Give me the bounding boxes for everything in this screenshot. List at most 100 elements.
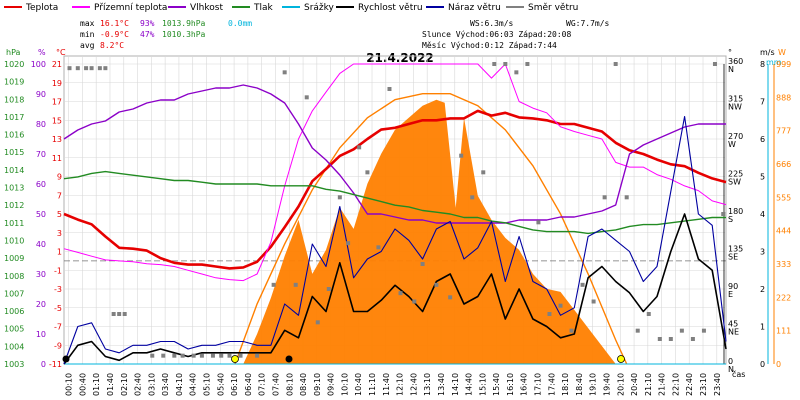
tick-label-temp: 17 bbox=[52, 98, 62, 107]
tick-label-ms: 3 bbox=[760, 248, 765, 257]
x-tick-label: 09:40 bbox=[327, 373, 336, 396]
wind-direction-point bbox=[304, 95, 309, 100]
tick-label-dir-letter: SE bbox=[728, 253, 738, 262]
stats-sun: Slunce Východ:06:03 Západ:20:08 bbox=[422, 30, 571, 39]
x-tick-label: 03:10 bbox=[147, 373, 156, 396]
wind-direction-point bbox=[161, 353, 166, 358]
wind-direction-point bbox=[412, 299, 417, 304]
wind-direction-point bbox=[67, 66, 72, 71]
tick-label-temp: 11 bbox=[52, 154, 62, 163]
x-tick-label: 15:40 bbox=[492, 373, 501, 396]
legend-tlak: Tlak bbox=[253, 3, 274, 13]
midnight-marker bbox=[62, 355, 70, 363]
wind-direction-point bbox=[150, 353, 155, 358]
wind-direction-point bbox=[569, 328, 574, 333]
unit-mm: mm bbox=[766, 58, 782, 67]
wind-direction-point bbox=[219, 353, 224, 358]
x-tick-label: 21:40 bbox=[658, 373, 667, 396]
x-tick-label: 18:10 bbox=[561, 373, 570, 396]
tick-label-hpa: 1007 bbox=[4, 289, 24, 298]
wind-direction-point bbox=[721, 212, 726, 216]
tick-label-dir-letter: N bbox=[728, 365, 734, 374]
tick-label-pct: 10 bbox=[36, 330, 46, 339]
x-tick-label: 03:40 bbox=[161, 373, 170, 396]
legend-prizemni-teplota: Přízemní teplota bbox=[94, 3, 167, 13]
tick-label-pct: 0 bbox=[41, 360, 46, 369]
wind-direction-point bbox=[434, 282, 439, 287]
tick-label-dir-letter: E bbox=[728, 290, 733, 299]
series-line-tlak bbox=[63, 170, 726, 235]
wind-direction-point bbox=[89, 66, 94, 71]
x-tick-label: 15:10 bbox=[478, 373, 487, 396]
tick-label-hpa: 1008 bbox=[4, 272, 24, 281]
x-tick-label: 23:10 bbox=[699, 373, 708, 396]
x-tick-label: 04:10 bbox=[175, 373, 184, 396]
tick-label-hpa: 1011 bbox=[4, 219, 24, 228]
wind-direction-point bbox=[712, 62, 717, 66]
wind-direction-point bbox=[602, 195, 607, 200]
wind-direction-point bbox=[420, 262, 425, 266]
x-tick-label: 13:10 bbox=[423, 373, 432, 396]
legend-naraz-vetru: Náraz větru bbox=[448, 3, 501, 13]
wind-direction-point bbox=[459, 153, 464, 158]
x-tick-label: 11:40 bbox=[382, 373, 391, 396]
x-tick-label: 14:40 bbox=[465, 373, 474, 396]
wind-direction-point bbox=[75, 66, 80, 71]
axis-ticks: 1020101910181017101610151014101310121011… bbox=[4, 57, 791, 374]
wind-direction-point bbox=[84, 66, 89, 71]
tick-label-temp: -5 bbox=[54, 304, 62, 313]
wind-direction-point bbox=[591, 299, 596, 304]
x-tick-label: 17:40 bbox=[547, 373, 556, 396]
clear-sky-curve bbox=[234, 93, 628, 365]
legend-smer-vetru: Směr větru bbox=[528, 3, 578, 13]
tick-label-temp: 15 bbox=[52, 116, 62, 125]
tick-label-pct: 50 bbox=[36, 210, 46, 219]
wind-direction-point bbox=[470, 195, 475, 200]
tick-label-dir-letter: N bbox=[728, 65, 734, 74]
x-tick-label: 20:10 bbox=[616, 373, 625, 396]
wind-direction-point bbox=[199, 353, 204, 358]
wind-direction-point bbox=[346, 241, 351, 246]
stats-max-press: 1013.9hPa bbox=[162, 19, 206, 28]
stats-min-label: min bbox=[80, 30, 95, 39]
tick-label-temp: -9 bbox=[54, 341, 62, 350]
tick-label-dir-letter: W bbox=[728, 140, 736, 149]
x-tick-label: 14:10 bbox=[451, 373, 460, 396]
x-tick-label: 17:10 bbox=[534, 373, 543, 396]
x-tick-label: 12:40 bbox=[409, 373, 418, 396]
tick-label-hpa: 1003 bbox=[4, 360, 24, 369]
tick-label-dir-letter: S bbox=[728, 215, 733, 224]
tick-label-temp: 13 bbox=[52, 135, 62, 144]
stats-max-rain: 0.0mm bbox=[228, 19, 252, 28]
stats-wg: WG:7.7m/s bbox=[566, 19, 610, 28]
tick-label-temp: -7 bbox=[54, 323, 62, 332]
tick-label-hpa: 1014 bbox=[4, 166, 24, 175]
stats-min-temp: -0.9°C bbox=[100, 30, 129, 39]
x-tick-label: 06:10 bbox=[230, 373, 239, 396]
tick-label-hpa: 1005 bbox=[4, 325, 24, 334]
wind-direction-point bbox=[111, 312, 116, 316]
wind-direction-point bbox=[315, 320, 320, 325]
x-tick-label: 07:10 bbox=[258, 373, 267, 396]
wind-direction-point bbox=[255, 353, 260, 358]
x-tick-label: 08:40 bbox=[299, 373, 308, 396]
series-line-vlhkost bbox=[63, 84, 726, 224]
x-tick-label: 04:40 bbox=[189, 373, 198, 396]
tick-label-watts: 888 bbox=[776, 93, 791, 102]
tick-label-temp: -3 bbox=[54, 285, 62, 294]
wind-direction-point bbox=[646, 312, 651, 316]
tick-label-hpa: 1017 bbox=[4, 113, 24, 122]
unit-pct: % bbox=[38, 48, 46, 57]
series-line-prizemni-teplota bbox=[63, 63, 727, 282]
unit-ms: m/s bbox=[760, 48, 775, 57]
tick-label-temp: 7 bbox=[57, 191, 62, 200]
wind-direction-point bbox=[481, 170, 486, 175]
wind-direction-point bbox=[387, 87, 392, 91]
x-tick-label: 12:10 bbox=[396, 373, 405, 396]
x-tick-label: 16:10 bbox=[506, 373, 515, 396]
legend-srazky: Srážky bbox=[304, 3, 335, 13]
wind-direction-point bbox=[503, 62, 508, 66]
tick-label-hpa: 1010 bbox=[4, 236, 24, 245]
stats-moon: Měsíc Východ:0:12 Západ:7:44 bbox=[422, 41, 557, 50]
tick-label-temp: 3 bbox=[57, 229, 62, 238]
